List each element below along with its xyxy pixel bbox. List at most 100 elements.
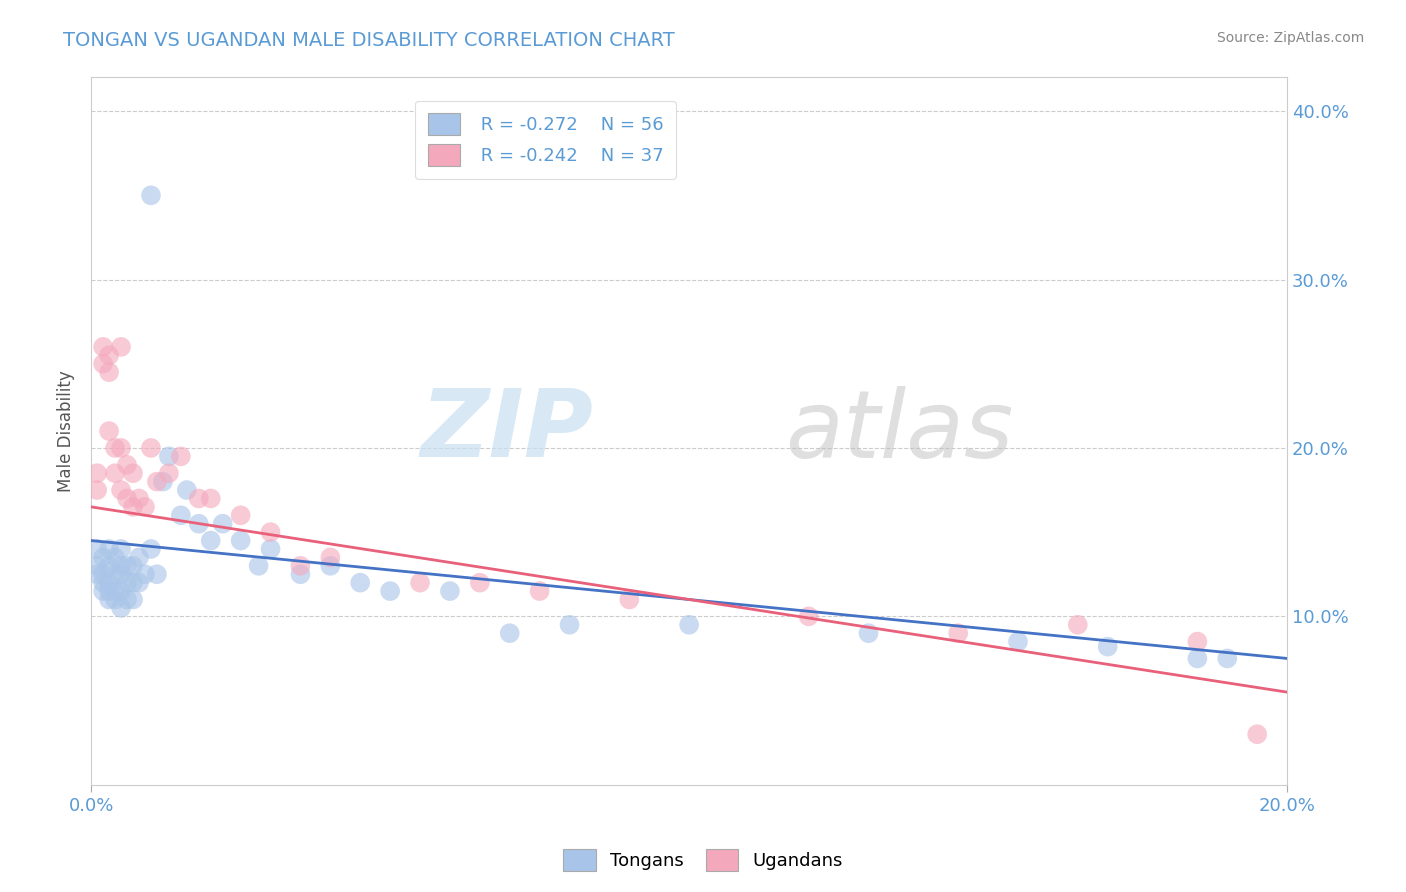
Point — [104, 550, 127, 565]
Point — [86, 558, 108, 573]
Point — [110, 541, 132, 556]
Point — [115, 458, 138, 472]
Point — [104, 567, 127, 582]
Point — [409, 575, 432, 590]
Point — [948, 626, 970, 640]
Point — [110, 558, 132, 573]
Point — [1067, 617, 1090, 632]
Point — [349, 575, 371, 590]
Point — [122, 558, 145, 573]
Point — [146, 475, 169, 489]
Point — [200, 533, 222, 548]
Point — [139, 441, 162, 455]
Point — [858, 626, 880, 640]
Point — [187, 491, 209, 506]
Point — [91, 575, 114, 590]
Point — [1187, 634, 1209, 648]
Point — [139, 541, 162, 556]
Point — [128, 575, 150, 590]
Point — [104, 584, 127, 599]
Point — [122, 500, 145, 514]
Point — [1187, 651, 1209, 665]
Point — [529, 584, 551, 599]
Y-axis label: Male Disability: Male Disability — [58, 370, 75, 492]
Point — [91, 357, 114, 371]
Legend: Tongans, Ugandans: Tongans, Ugandans — [555, 842, 851, 879]
Point — [678, 617, 700, 632]
Point — [110, 567, 132, 582]
Text: ZIP: ZIP — [420, 385, 593, 477]
Point — [91, 550, 114, 565]
Point — [110, 483, 132, 497]
Point — [1097, 640, 1119, 654]
Point — [128, 491, 150, 506]
Point — [91, 567, 114, 582]
Point — [1246, 727, 1268, 741]
Point — [499, 626, 522, 640]
Point — [98, 558, 121, 573]
Point — [229, 508, 252, 523]
Point — [157, 466, 180, 480]
Point — [98, 348, 121, 362]
Point — [86, 567, 108, 582]
Point — [110, 584, 132, 599]
Point — [98, 584, 121, 599]
Point — [211, 516, 233, 531]
Point — [115, 558, 138, 573]
Point — [319, 558, 342, 573]
Point — [558, 617, 581, 632]
Point — [104, 441, 127, 455]
Point — [170, 508, 193, 523]
Point — [104, 466, 127, 480]
Point — [110, 601, 132, 615]
Point — [200, 491, 222, 506]
Point — [229, 533, 252, 548]
Point — [122, 466, 145, 480]
Point — [146, 567, 169, 582]
Point — [98, 424, 121, 438]
Point — [122, 575, 145, 590]
Point — [797, 609, 820, 624]
Point — [152, 475, 174, 489]
Point — [319, 550, 342, 565]
Point — [86, 483, 108, 497]
Point — [91, 340, 114, 354]
Point — [110, 340, 132, 354]
Point — [1007, 634, 1029, 648]
Point — [176, 483, 198, 497]
Point — [91, 584, 114, 599]
Point — [247, 558, 270, 573]
Point — [170, 450, 193, 464]
Point — [1216, 651, 1239, 665]
Point — [187, 516, 209, 531]
Point — [104, 592, 127, 607]
Legend:  R = -0.272    N = 56,  R = -0.242    N = 37: R = -0.272 N = 56, R = -0.242 N = 37 — [415, 101, 676, 179]
Point — [290, 567, 312, 582]
Point — [468, 575, 491, 590]
Point — [115, 592, 138, 607]
Point — [98, 541, 121, 556]
Point — [128, 550, 150, 565]
Text: TONGAN VS UGANDAN MALE DISABILITY CORRELATION CHART: TONGAN VS UGANDAN MALE DISABILITY CORREL… — [63, 31, 675, 50]
Point — [115, 491, 138, 506]
Point — [290, 558, 312, 573]
Point — [139, 188, 162, 202]
Point — [439, 584, 461, 599]
Point — [110, 441, 132, 455]
Point — [86, 541, 108, 556]
Point — [378, 584, 401, 599]
Point — [134, 567, 156, 582]
Point — [98, 365, 121, 379]
Text: atlas: atlas — [785, 385, 1014, 476]
Point — [157, 450, 180, 464]
Point — [259, 525, 281, 540]
Point — [98, 575, 121, 590]
Point — [122, 592, 145, 607]
Text: Source: ZipAtlas.com: Source: ZipAtlas.com — [1216, 31, 1364, 45]
Point — [259, 541, 281, 556]
Point — [115, 575, 138, 590]
Point — [134, 500, 156, 514]
Point — [86, 466, 108, 480]
Point — [619, 592, 641, 607]
Point — [98, 592, 121, 607]
